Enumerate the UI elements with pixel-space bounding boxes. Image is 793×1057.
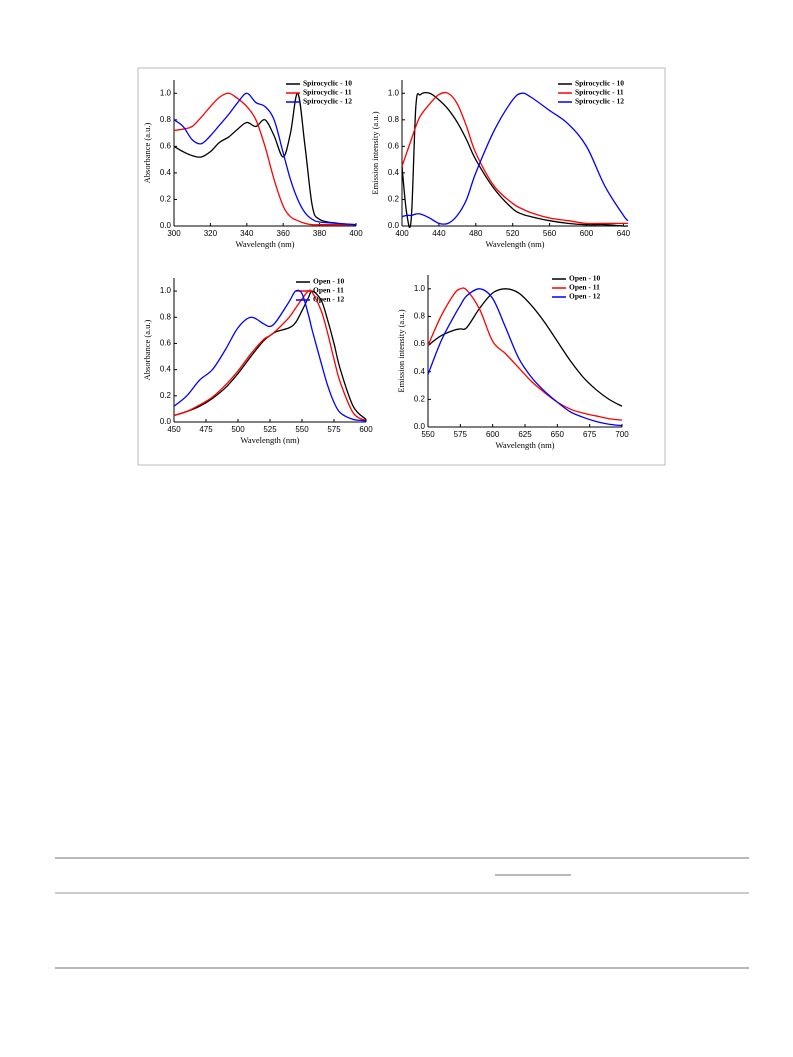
y-tick-label: 0.6 — [160, 339, 172, 348]
y-tick-label: 0.0 — [160, 417, 172, 426]
data-line — [173, 289, 367, 422]
data-line — [173, 92, 356, 226]
x-tick-label: 525 — [263, 425, 277, 434]
legend-label: Spirocyclic - 11 — [575, 88, 624, 97]
x-tick-label: 400 — [395, 229, 409, 238]
x-tick-label: 400 — [349, 229, 363, 238]
x-tick-label: 340 — [240, 229, 254, 238]
x-tick-label: 320 — [204, 229, 218, 238]
x-tick-label: 640 — [617, 229, 631, 238]
y-tick-label: 0.0 — [388, 221, 400, 230]
data-line — [427, 287, 623, 421]
y-tick-label: 0.4 — [414, 367, 426, 376]
data-line — [401, 91, 628, 225]
data-line — [173, 289, 367, 422]
data-line — [427, 288, 623, 427]
y-tick-label: 0.6 — [160, 141, 172, 150]
x-axis-label: Wavelength (nm) — [495, 440, 554, 450]
data-line — [427, 288, 623, 407]
x-tick-label: 600 — [359, 425, 373, 434]
y-tick-label: 0.2 — [160, 195, 172, 204]
x-tick-label: 480 — [469, 229, 483, 238]
y-tick-label: 0.2 — [160, 391, 172, 400]
y-axis-label: Absorbance (a.u.) — [142, 320, 152, 381]
y-tick-label: 1.0 — [160, 88, 172, 97]
data-line — [401, 92, 629, 225]
y-tick-label: 0.0 — [414, 422, 426, 431]
x-tick-label: 650 — [551, 430, 565, 439]
legend-label: Spirocyclic - 10 — [303, 79, 352, 88]
x-axis-label: Wavelength (nm) — [240, 435, 299, 445]
x-tick-label: 550 — [421, 430, 435, 439]
x-axis-label: Wavelength (nm) — [485, 239, 544, 249]
x-tick-label: 600 — [486, 430, 500, 439]
legend-label: Open - 12 — [313, 295, 345, 304]
y-axis-label: Emission intensity (a.u.) — [370, 111, 380, 194]
x-tick-label: 700 — [615, 430, 629, 439]
legend-label: Open - 11 — [569, 283, 600, 292]
legend-label: Open - 12 — [569, 292, 601, 301]
legend-label: Spirocyclic - 10 — [575, 79, 624, 88]
data-line — [173, 92, 357, 226]
y-tick-label: 0.4 — [160, 168, 172, 177]
x-tick-label: 575 — [327, 425, 341, 434]
x-tick-label: 500 — [231, 425, 245, 434]
y-axis-label: Emission intensity (a.u.) — [396, 309, 406, 392]
legend-label: Spirocyclic - 12 — [303, 97, 352, 106]
y-tick-label: 1.0 — [160, 286, 172, 295]
y-tick-label: 0.2 — [414, 394, 426, 403]
y-tick-label: 0.8 — [388, 115, 400, 124]
y-tick-label: 0.8 — [160, 312, 172, 321]
x-tick-label: 520 — [506, 229, 520, 238]
legend-label: Open - 10 — [313, 277, 345, 286]
x-tick-label: 575 — [454, 430, 468, 439]
y-tick-label: 0.4 — [160, 365, 172, 374]
x-tick-label: 550 — [295, 425, 309, 434]
y-tick-label: 0.6 — [388, 141, 400, 150]
y-tick-label: 0.6 — [414, 339, 426, 348]
x-tick-label: 475 — [199, 425, 213, 434]
legend-label: Open - 10 — [569, 274, 601, 283]
data-line — [173, 290, 367, 420]
legend-label: Spirocyclic - 12 — [575, 97, 624, 106]
legend-label: Open - 11 — [313, 286, 344, 295]
x-tick-label: 625 — [518, 430, 532, 439]
y-tick-label: 0.2 — [388, 195, 400, 204]
y-tick-label: 1.0 — [414, 284, 426, 293]
x-tick-label: 360 — [277, 229, 291, 238]
x-tick-label: 380 — [313, 229, 327, 238]
x-tick-label: 440 — [432, 229, 446, 238]
y-tick-label: 1.0 — [388, 88, 400, 97]
y-axis-label: Absorbance (a.u.) — [142, 123, 152, 184]
x-tick-label: 300 — [167, 229, 181, 238]
y-tick-label: 0.8 — [160, 115, 172, 124]
data-line — [401, 92, 629, 229]
data-line — [173, 92, 357, 226]
y-tick-label: 0.4 — [388, 168, 400, 177]
y-tick-label: 0.0 — [160, 221, 172, 230]
x-tick-label: 600 — [580, 229, 594, 238]
y-tick-label: 0.8 — [414, 312, 426, 321]
legend-label: Spirocyclic - 11 — [303, 88, 352, 97]
x-axis-label: Wavelength (nm) — [235, 239, 294, 249]
x-tick-label: 560 — [543, 229, 557, 238]
x-tick-label: 675 — [583, 430, 597, 439]
figure-frame — [137, 67, 666, 466]
x-tick-label: 450 — [167, 425, 181, 434]
